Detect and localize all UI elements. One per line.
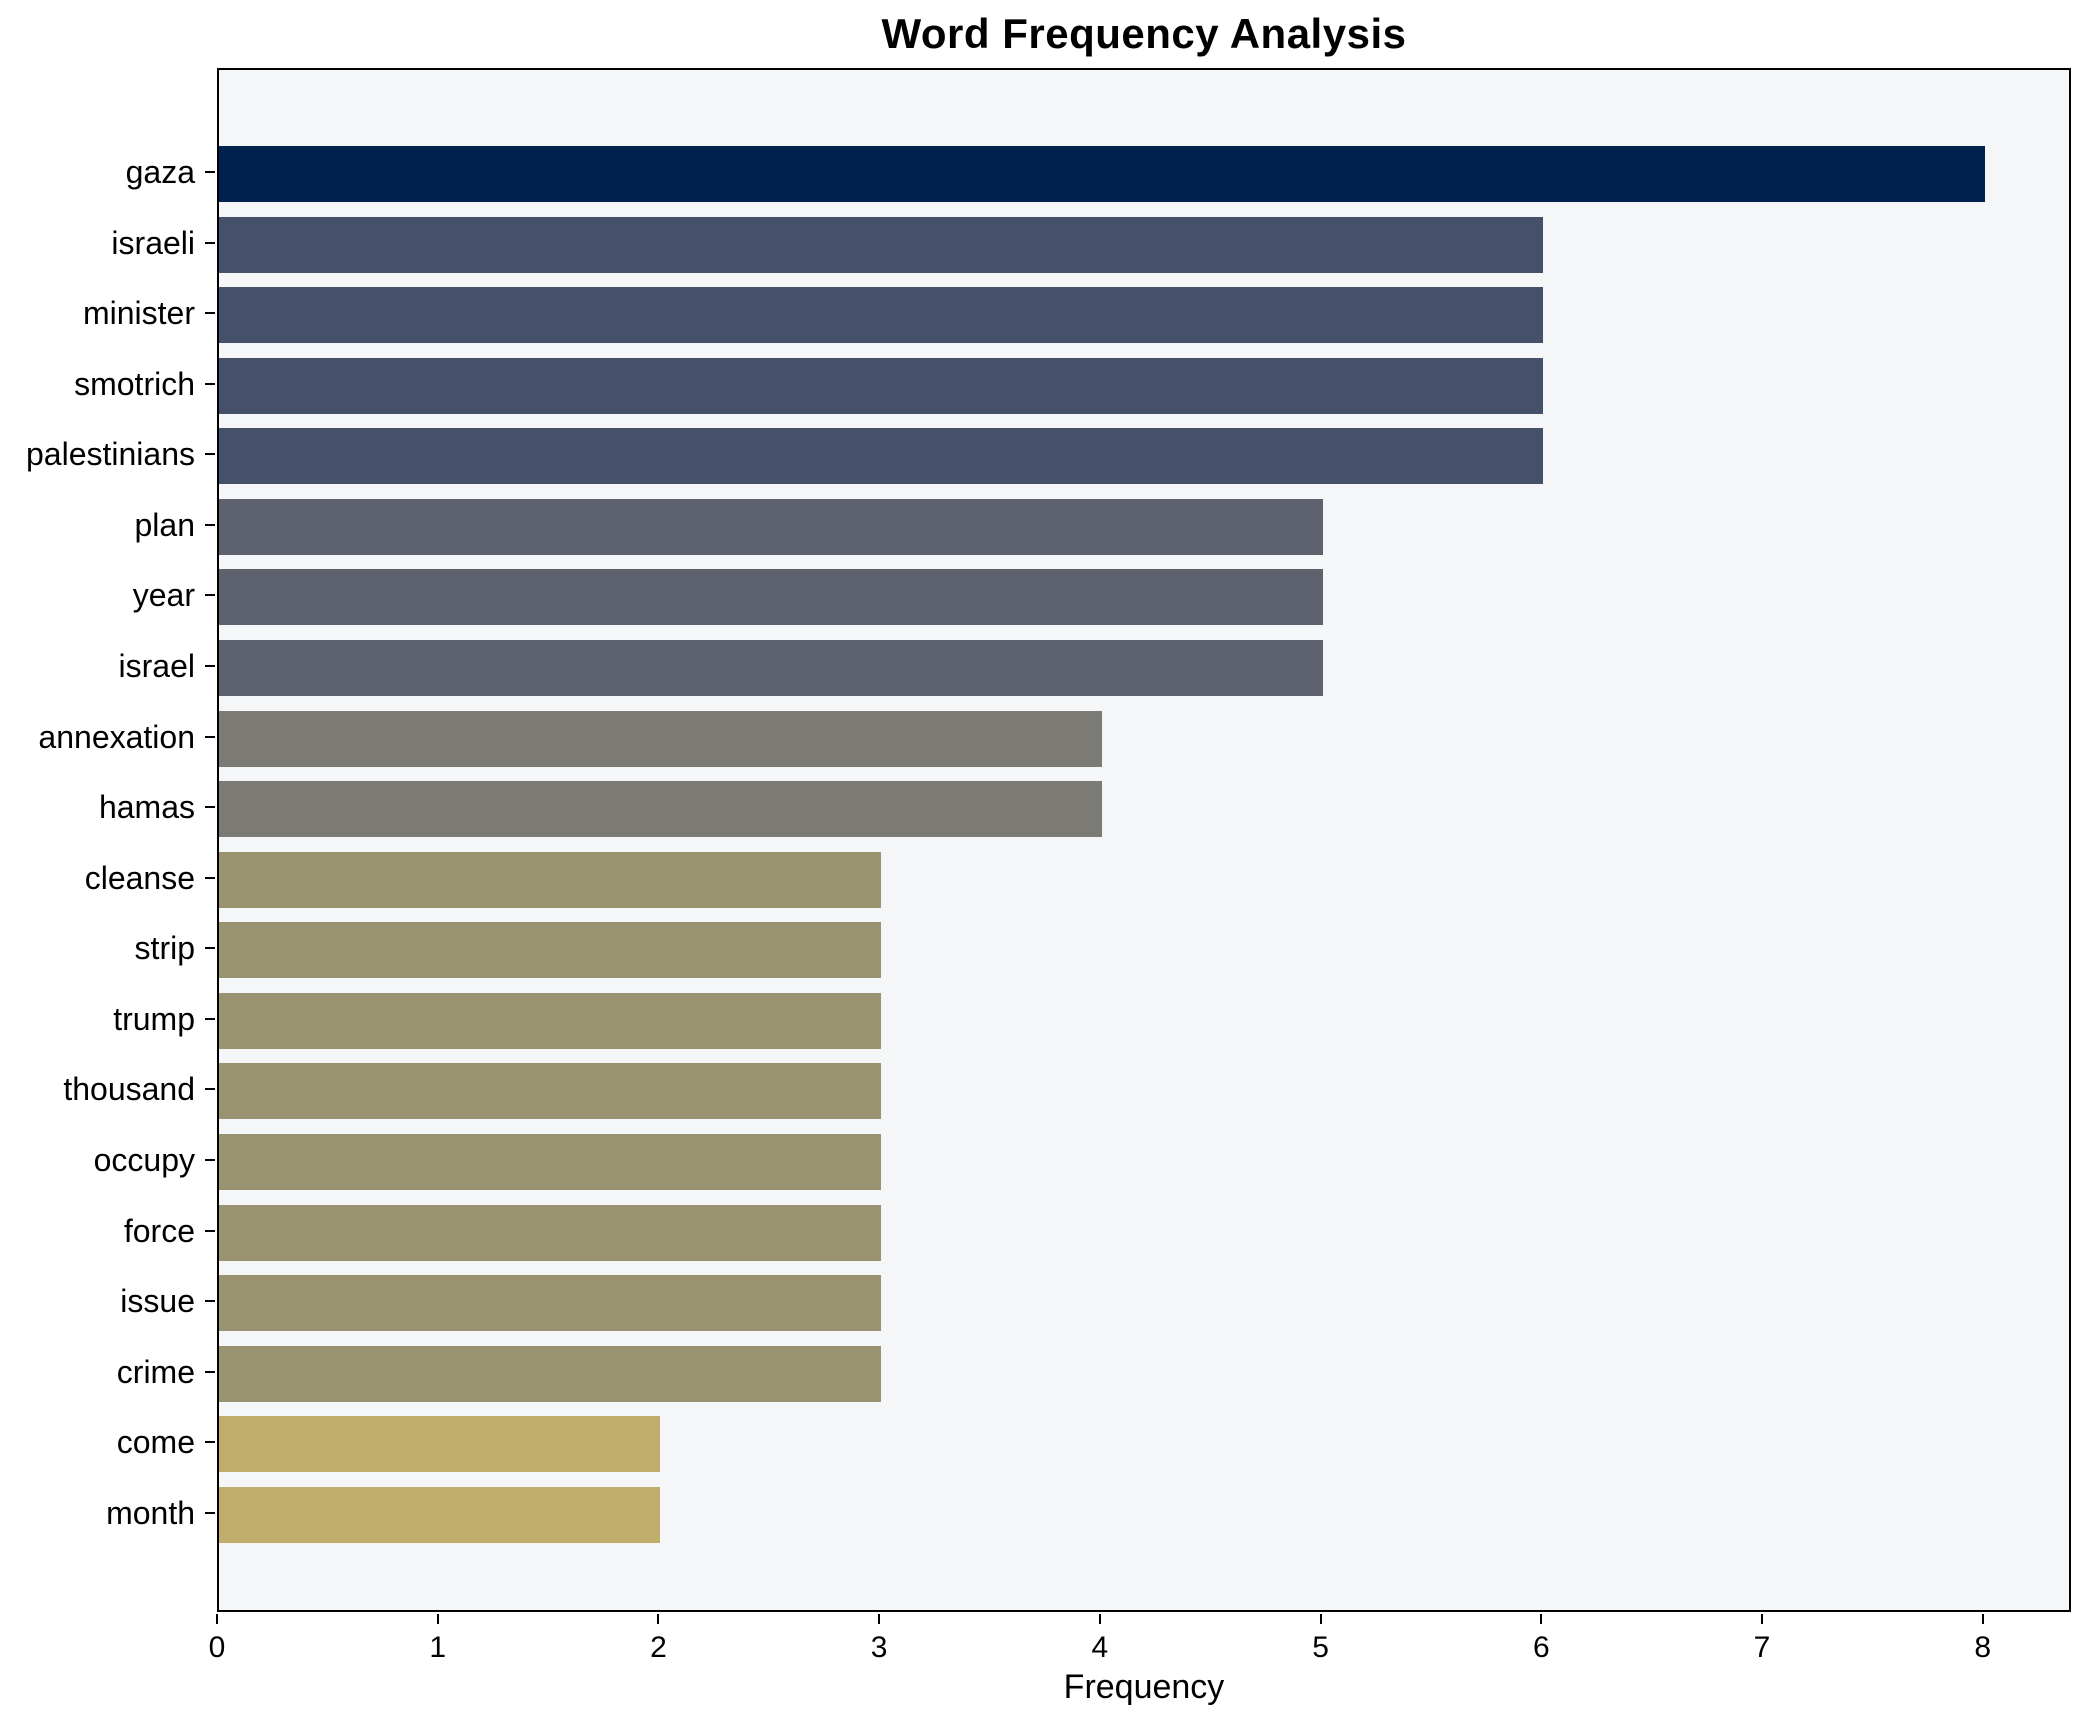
y-tick — [205, 171, 215, 173]
x-tick-label-4: 4 — [1091, 1631, 1109, 1664]
x-tick — [436, 1614, 439, 1624]
y-tick-label-issue: issue — [120, 1283, 195, 1320]
y-tick-label-hamas: hamas — [98, 789, 195, 826]
bar-palestinians — [219, 428, 1544, 485]
chart-title: Word Frequency Analysis — [881, 10, 1407, 57]
bar-month — [219, 1486, 661, 1543]
bar-crime — [219, 1345, 882, 1402]
bar-thousand — [219, 1063, 882, 1120]
y-tick-label-annexation: annexation — [38, 718, 195, 755]
y-tick-label-force: force — [123, 1212, 195, 1249]
y-tick — [205, 382, 215, 385]
y-tick — [205, 241, 215, 244]
y-tick-label-crime: crime — [116, 1353, 195, 1390]
y-tick — [205, 523, 215, 526]
y-tick — [205, 1441, 215, 1444]
y-tick — [205, 947, 215, 950]
y-tick-label-smotrich: smotrich — [74, 365, 195, 402]
x-tick-label-5: 5 — [1312, 1631, 1329, 1664]
x-tick-label-2: 2 — [650, 1631, 667, 1664]
y-tick — [205, 664, 215, 667]
bar-force — [219, 1204, 882, 1261]
bar-gaza — [219, 146, 1985, 202]
y-tick — [205, 594, 215, 597]
y-tick-label-month: month — [106, 1494, 195, 1531]
bar-issue — [219, 1275, 882, 1332]
y-tick — [205, 1088, 215, 1091]
y-tick — [205, 806, 215, 809]
x-axis-label: Frequency — [1063, 1668, 1225, 1706]
y-tick-label-occupy: occupy — [93, 1141, 195, 1178]
y-tick-label-thousand: thousand — [63, 1071, 195, 1108]
y-tick-label-gaza: gaza — [125, 154, 195, 190]
y-tick — [205, 1370, 215, 1373]
y-tick-label-trump: trump — [113, 1000, 195, 1037]
y-tick-label-cleanse: cleanse — [84, 859, 195, 896]
x-tick-label-6: 6 — [1532, 1631, 1550, 1664]
x-tick-label-1: 1 — [429, 1631, 447, 1664]
y-tick — [205, 1229, 215, 1232]
y-tick — [205, 1300, 215, 1303]
x-tick-label-8: 8 — [1974, 1631, 1992, 1664]
x-tick — [1981, 1614, 1984, 1624]
bar-smotrich — [219, 357, 1544, 414]
y-tick-label-israel: israel — [118, 647, 195, 684]
bar-hamas — [219, 781, 1102, 838]
bar-cleanse — [219, 851, 882, 908]
x-tick-label-3: 3 — [870, 1631, 888, 1664]
y-tick — [205, 876, 215, 879]
plot-area — [217, 68, 2071, 1612]
bar-trump — [219, 992, 882, 1049]
bar-israeli — [219, 216, 1544, 273]
x-tick-label-0: 0 — [208, 1631, 226, 1664]
bar-plan — [219, 498, 1323, 555]
y-tick-label-minister: minister — [82, 295, 195, 332]
bar-annexation — [219, 710, 1102, 767]
y-tick-label-year: year — [132, 577, 195, 614]
y-tick-label-plan: plan — [134, 506, 196, 543]
y-tick-label-come: come — [116, 1424, 195, 1461]
y-tick — [205, 1158, 215, 1161]
x-tick — [1761, 1614, 1763, 1624]
y-tick-label-palestinians: palestinians — [26, 436, 195, 473]
y-tick — [205, 735, 215, 738]
y-tick — [205, 453, 215, 456]
x-tick — [1098, 1614, 1101, 1624]
bar-israel — [219, 639, 1323, 696]
x-tick — [878, 1614, 881, 1624]
bar-year — [219, 569, 1323, 626]
y-tick-label-israeli: israeli — [111, 224, 195, 261]
x-tick — [657, 1614, 660, 1624]
bar-strip — [219, 922, 882, 979]
y-tick — [205, 1511, 215, 1514]
bar-come — [219, 1416, 661, 1473]
x-tick — [1319, 1614, 1322, 1624]
y-tick — [205, 1017, 215, 1020]
x-tick — [1540, 1614, 1543, 1624]
x-tick-label-7: 7 — [1753, 1631, 1771, 1664]
x-tick — [216, 1614, 218, 1624]
bar-occupy — [219, 1133, 882, 1190]
bar-minister — [219, 287, 1544, 344]
y-tick-label-strip: strip — [134, 930, 195, 967]
y-tick — [205, 312, 215, 315]
